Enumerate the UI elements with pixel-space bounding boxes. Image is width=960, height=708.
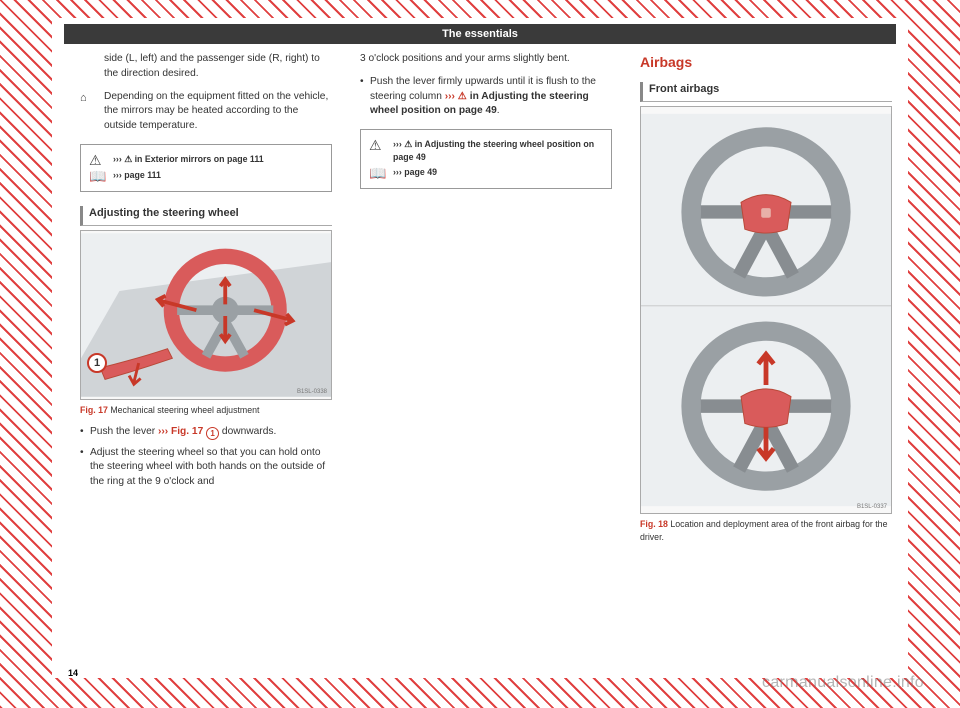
figure-18: B1SL-0337 <box>640 106 892 514</box>
ref1-row1: ⚠ ››› ⚠ in Exterior mirrors on page 111 <box>89 153 323 167</box>
b1b: ››› Fig. 17 <box>158 426 206 437</box>
b1c: downwards. <box>222 426 276 437</box>
ref1-row2: 📖 ››› page 111 <box>89 169 323 183</box>
fig18-label: Fig. 18 <box>640 519 668 529</box>
col1-p1-text: side (L, left) and the passenger side (R… <box>104 53 320 79</box>
col1-bullet1: Push the lever ››› Fig. 17 1 downwards. <box>80 425 332 440</box>
ref2-text: ››› ⚠ in Adjusting the steering wheel po… <box>393 138 603 164</box>
ref2-row1: ⚠ ››› ⚠ in Adjusting the steering wheel … <box>369 138 603 164</box>
book-icon: 📖 <box>369 166 393 180</box>
ref1-text: ››› ⚠ in Exterior mirrors on page 111 <box>113 153 323 166</box>
fig17-caption: Fig. 17 Mechanical steering wheel adjust… <box>80 404 332 417</box>
ref1-page: ››› page 111 <box>113 169 323 182</box>
column-2: 3 o'clock positions and your arms slight… <box>360 52 612 668</box>
col1-para1: side (L, left) and the passenger side (R… <box>80 52 332 82</box>
book-icon: 📖 <box>89 169 113 183</box>
column-3: Airbags Front airbags <box>640 52 892 668</box>
columns: side (L, left) and the passenger side (R… <box>80 52 892 668</box>
b2: Adjust the steering wheel so that you ca… <box>90 447 325 488</box>
heated-mirror-icon: ⌂ <box>80 91 87 107</box>
c2b-warn: ⚠ <box>458 91 467 102</box>
fig18-svg <box>641 107 891 513</box>
c2b-b-chevrons: ››› <box>445 91 458 102</box>
adjusting-title: Adjusting the steering wheel <box>80 206 332 226</box>
col1-p2-text: Depending on the equipment fitted on the… <box>104 91 328 132</box>
col2-p1: 3 o'clock positions and your arms slight… <box>360 52 612 67</box>
b1a: Push the lever <box>90 426 158 437</box>
airbags-title: Airbags <box>640 52 892 72</box>
fig17-code: B1SL-0338 <box>297 388 327 397</box>
figure-17: 1 B1SL-0338 <box>80 230 332 400</box>
reference-box-2: ⚠ ››› ⚠ in Adjusting the steering wheel … <box>360 129 612 189</box>
fig18-captext: Location and deployment area of the fron… <box>640 519 887 542</box>
warning-icon: ⚠ <box>369 138 393 152</box>
page-number: 14 <box>64 668 82 678</box>
column-1: side (L, left) and the passenger side (R… <box>80 52 332 668</box>
header-title: The essentials <box>64 24 896 44</box>
fig17-label: Fig. 17 <box>80 405 108 415</box>
ref2-row2: 📖 ››› page 49 <box>369 166 603 180</box>
fig17-svg <box>81 231 331 399</box>
ref2-page: ››› page 49 <box>393 166 603 179</box>
fig18-caption: Fig. 18 Location and deployment area of … <box>640 518 892 544</box>
reference-box-1: ⚠ ››› ⚠ in Exterior mirrors on page 111 … <box>80 144 332 192</box>
page-content: The essentials side (L, left) and the pa… <box>52 18 908 678</box>
fig18-code: B1SL-0337 <box>857 503 887 512</box>
fig17-captext: Mechanical steering wheel adjustment <box>110 405 259 415</box>
warning-icon: ⚠ <box>89 153 113 167</box>
col1-bullet2: Adjust the steering wheel so that you ca… <box>80 446 332 490</box>
fig17-callout: 1 <box>87 353 107 373</box>
b1-num: 1 <box>206 427 219 440</box>
front-airbags-title: Front airbags <box>640 82 892 102</box>
col1-para2: ⌂ Depending on the equipment fitted on t… <box>80 90 332 134</box>
col2-bullet: Push the lever firmly upwards until it i… <box>360 75 612 119</box>
watermark: carmanualsonline.info <box>762 674 924 692</box>
c2b-c: . <box>497 105 500 116</box>
